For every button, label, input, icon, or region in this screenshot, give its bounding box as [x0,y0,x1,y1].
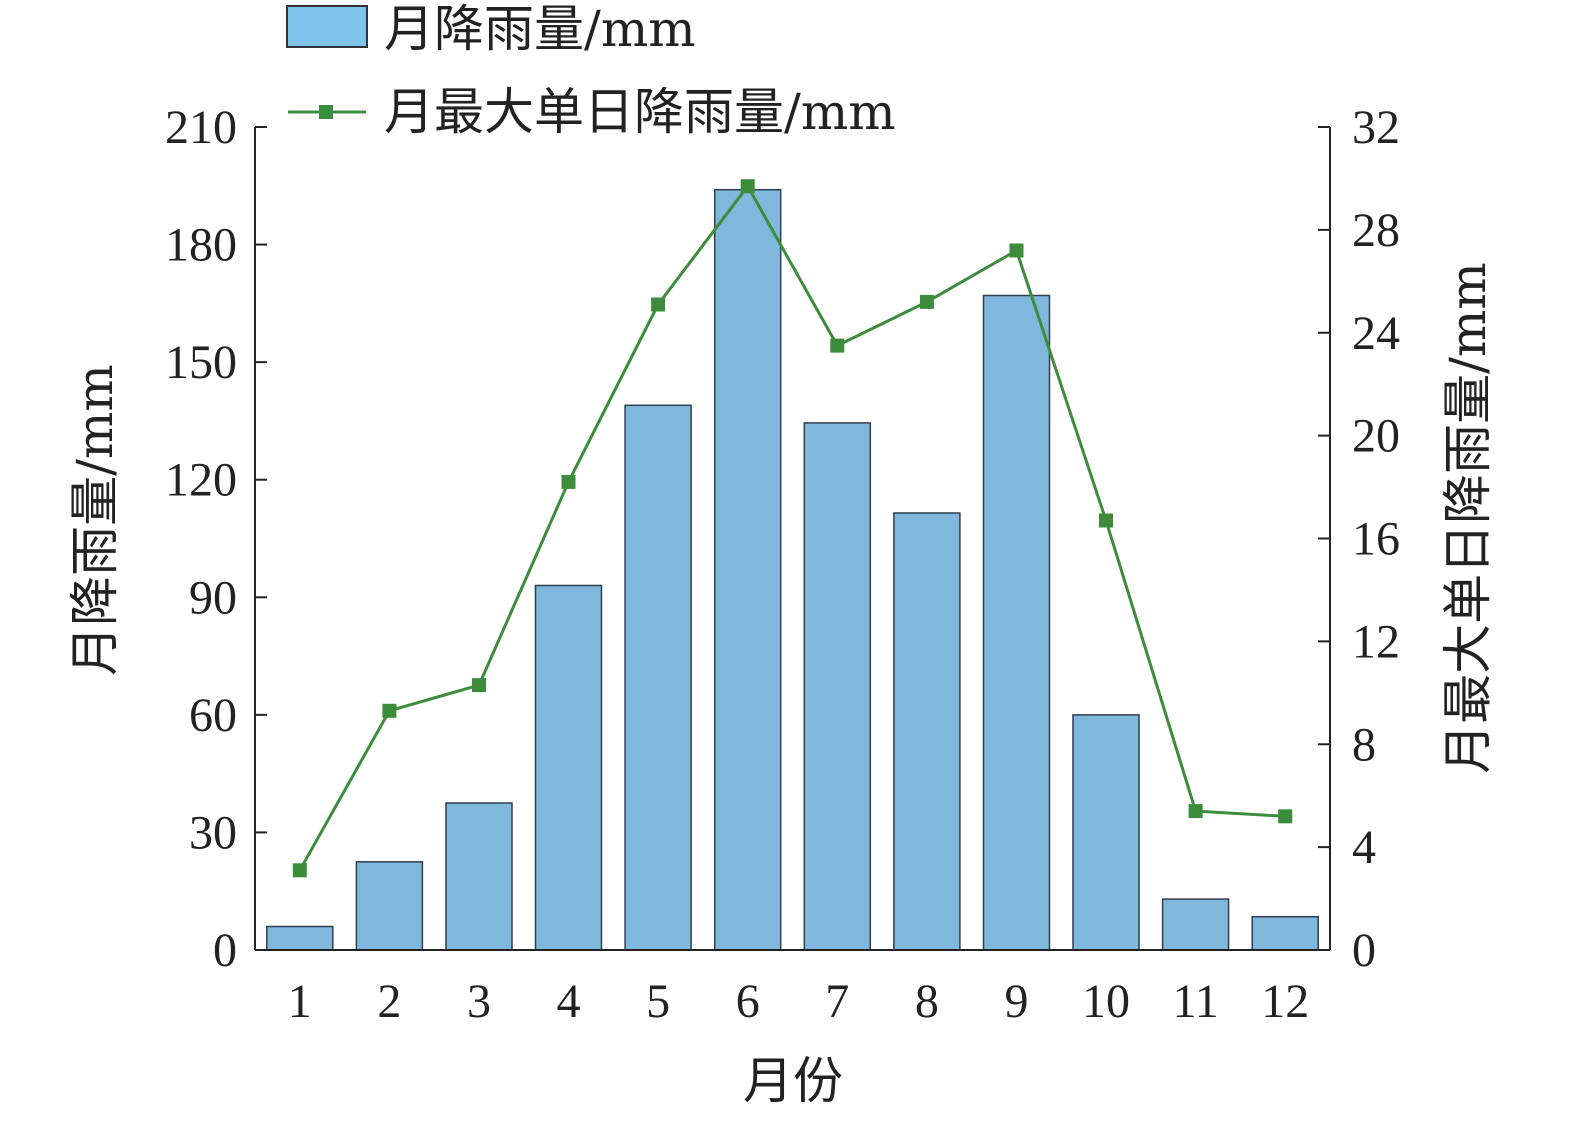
x-tick-label: 1 [288,975,312,1028]
bar-month-3 [445,802,513,951]
y2-tick-label: 24 [1352,307,1400,360]
x-tick-label: 3 [467,975,491,1028]
y-tick-label: 180 [165,219,237,272]
y2-tick-labels: 0 4 8 12 16 20 24 28 32 [1352,101,1400,977]
y-tick-label: 120 [165,454,237,507]
x-tick-label: 7 [825,975,849,1028]
x-tick-label: 9 [1005,975,1029,1028]
bar-month-1 [266,925,334,951]
line-point-month-5 [651,297,666,312]
x-tick-label: 8 [915,975,939,1028]
x-tick-label: 6 [736,975,760,1028]
x-tick-label: 5 [646,975,670,1028]
bar-month-9 [982,294,1051,951]
line-point-month-4 [561,474,576,489]
legend-bar-swatch [286,5,368,48]
bar-month-6 [713,188,782,951]
y-tick-label: 30 [189,806,237,859]
bar-layer [266,188,1319,951]
axes [254,126,1331,951]
line-point-month-12 [1278,809,1293,824]
legend-label-line: 月最大单日降雨量/mm [384,83,896,141]
line-point-month-9 [1009,243,1024,258]
x-tick-label: 11 [1172,975,1218,1028]
y2-tick-label: 20 [1352,410,1400,463]
x-tick-label: 10 [1082,975,1130,1028]
bar-month-5 [624,404,692,951]
legend-line-marker [319,105,333,119]
line-point-month-3 [472,678,486,693]
y2-tick-label: 0 [1352,924,1376,977]
bar-month-4 [534,584,603,951]
bar-month-8 [893,512,961,951]
line-point-month-7 [830,338,845,353]
y-tick-label: 150 [165,336,237,389]
y-tick-label: 210 [165,101,237,154]
y2-tick-label: 4 [1352,821,1376,874]
y2-tick-label: 8 [1352,718,1376,771]
bar-month-11 [1161,898,1230,951]
y2-tick-label: 12 [1352,615,1400,668]
legend: 月降雨量/mm 月最大单日降雨量/mm [286,0,896,141]
bar-month-12 [1251,915,1319,951]
x-tick-label: 2 [377,975,401,1028]
line-point-month-6 [740,179,755,194]
x-tick-label: 4 [557,975,581,1028]
y-tick-label: 60 [189,689,237,742]
y2-tick-label: 28 [1352,204,1400,257]
bar-month-7 [803,422,872,951]
line-point-month-8 [919,294,934,309]
y-tick-labels: 0 30 60 90 120 150 180 210 [165,101,237,977]
line-point-month-1 [292,863,307,878]
legend-label-bar: 月降雨量/mm [384,0,696,58]
line-series-max-daily [298,183,1286,872]
y-tick-label: 0 [213,924,237,977]
y2-axis-title: 月最大单日降雨量/mm [1439,262,1497,774]
y-tick-label: 90 [189,571,237,624]
line-point-month-11 [1188,804,1203,819]
y2-tick-label: 32 [1352,101,1400,154]
line-point-month-10 [1099,513,1113,528]
x-axis-title: 月份 [743,1052,843,1110]
bar-month-10 [1072,714,1140,951]
x-tick-labels: 1 2 3 4 5 6 7 8 9 10 11 12 [288,975,1309,1028]
x-tick-label: 12 [1261,975,1309,1028]
y2-tick-label: 16 [1352,513,1400,566]
y-axis-title: 月降雨量/mm [66,364,124,676]
line-layer [292,179,1293,878]
line-point-month-2 [382,703,397,718]
bar-month-2 [355,861,424,951]
